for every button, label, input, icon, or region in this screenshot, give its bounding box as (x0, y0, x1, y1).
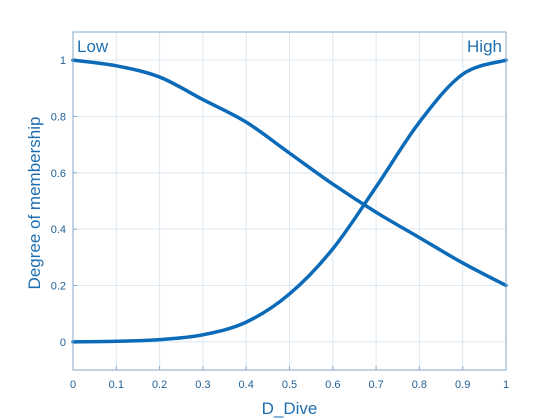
y-axis-label: Degree of membership (25, 117, 44, 290)
tick-labels: 0 0.1 0.2 0.3 0.4 0.5 0.6 0.7 0.8 0.9 1 0 0.2 0.4 0.6 0… (51, 55, 509, 391)
y-tick-label: 0.2 (51, 281, 66, 293)
x-tick-label: 0.8 (412, 379, 427, 391)
x-tick-label: 0.2 (152, 379, 167, 391)
x-tick-label: 0.1 (109, 379, 124, 391)
series-labels: Low High (77, 37, 502, 56)
x-axis-label: D_Dive (262, 399, 318, 418)
series-lines (71, 58, 508, 344)
x-tick-label: 1 (503, 379, 509, 391)
x-tick-label: 0.3 (195, 379, 210, 391)
series-line-low (71, 58, 508, 288)
y-tick-label: 0.6 (51, 168, 66, 180)
series-label-high: High (467, 37, 502, 56)
y-tick-label: 0 (60, 337, 66, 349)
x-tick-label: 0.9 (455, 379, 470, 391)
y-tick-label: 0.4 (51, 224, 66, 236)
plot-frame (72, 31, 507, 371)
x-tick-label: 0.5 (282, 379, 297, 391)
x-tick-label: 0.6 (325, 379, 340, 391)
x-tick-label: 0.4 (239, 379, 254, 391)
grid (72, 32, 507, 370)
x-tick-label: 0 (70, 379, 76, 391)
y-tick-label: 0.8 (51, 112, 66, 124)
x-tick-label: 0.7 (368, 379, 383, 391)
series-label-low: Low (77, 37, 109, 56)
series-line-high (71, 58, 508, 344)
y-tick-label: 1 (60, 55, 66, 67)
